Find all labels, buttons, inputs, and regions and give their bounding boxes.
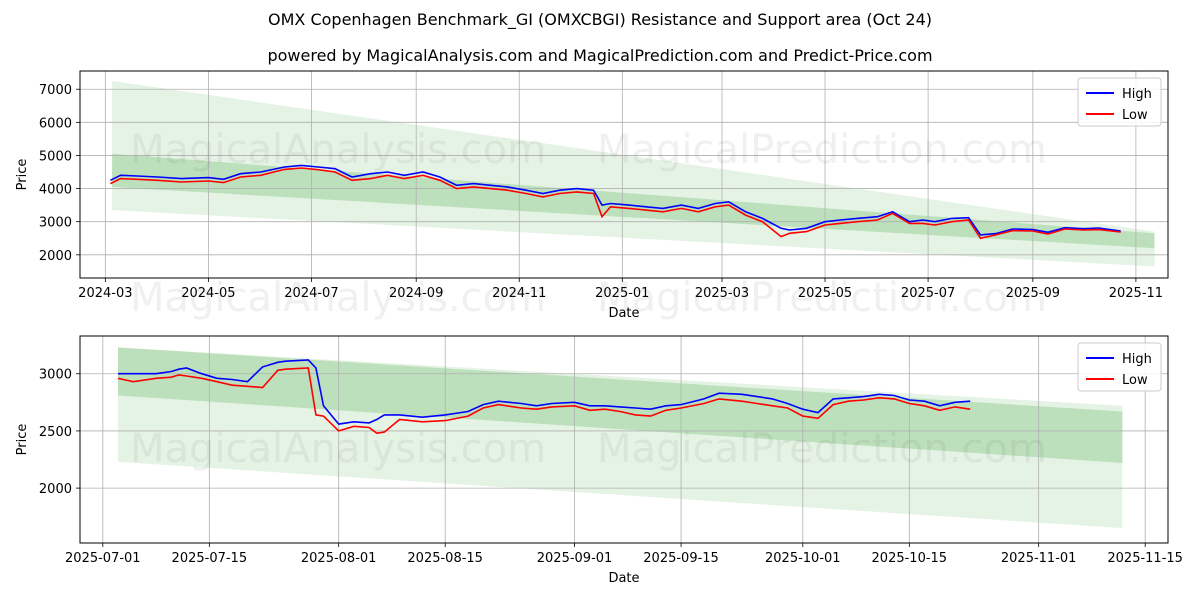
x-tick-label: 2025-01 — [595, 286, 649, 301]
legend-label-high: High — [1122, 352, 1152, 367]
watermark: MagicalAnalysis.com MagicalPrediction.co… — [130, 127, 1047, 173]
x-tick-label: 2025-11-01 — [1001, 551, 1077, 566]
legend-box — [1077, 342, 1162, 392]
y-tick-label: 2000 — [39, 482, 72, 497]
x-tick-label: 2024-03 — [78, 286, 132, 301]
x-tick-label: 2025-10-15 — [872, 551, 948, 566]
x-tick-label: 2025-07-15 — [172, 551, 248, 566]
y-tick-label: 2000 — [39, 249, 72, 264]
series-line-low — [110, 167, 1121, 240]
legend-label-low: Low — [1122, 108, 1148, 123]
x-axis-label: Date — [608, 306, 639, 321]
y-tick-label: 6000 — [39, 116, 72, 131]
x-tick-label: 2025-08-01 — [301, 551, 377, 566]
chart-title: OMX Copenhagen Benchmark_GI (OMXCBGI) Re… — [268, 10, 932, 29]
x-tick-label: 2025-07-01 — [65, 551, 141, 566]
series-line-high — [110, 164, 1121, 236]
x-tick-label: 2025-10-01 — [765, 551, 841, 566]
x-tick-label: 2025-11 — [1109, 286, 1163, 301]
legend-label-high: High — [1122, 87, 1152, 102]
y-tick-label: 2500 — [39, 425, 72, 440]
series-line-high — [118, 359, 971, 425]
x-tick-label: 2024-05 — [181, 286, 235, 301]
band-outer — [112, 80, 1155, 267]
x-tick-label: 2025-09-15 — [643, 551, 719, 566]
panel-1: 2024-03 2024-05 2024-07 2024-09 2024-11 2025-… — [15, 70, 1169, 321]
x-tick-label: 2025-09-01 — [537, 551, 613, 566]
x-tick-label: 2025-08-15 — [407, 551, 483, 566]
legend-label-low: Low — [1122, 373, 1148, 388]
chart-subtitle: powered by MagicalAnalysis.com and Magic… — [267, 46, 933, 65]
x-tick-label: 2025-03 — [695, 286, 749, 301]
x-tick-label: 2024-11 — [492, 286, 546, 301]
band-inner — [118, 347, 1123, 463]
watermark: MagicalAnalysis.com MagicalPrediction.co… — [130, 275, 1047, 321]
panel-2: 2025-07-01 2025-07-15 2025-08-01 2025-08-15… — [15, 335, 1183, 586]
x-tick-label: 2024-07 — [284, 286, 338, 301]
watermark: MagicalAnalysis.com MagicalPrediction.co… — [130, 426, 1047, 472]
plot-frame — [79, 70, 1169, 279]
series-line-low — [117, 367, 971, 435]
x-tick-label: 2025-11-15 — [1107, 551, 1183, 566]
y-tick-label: 3000 — [39, 216, 72, 231]
y-axis-label: Price — [15, 424, 30, 456]
band-outer — [118, 347, 1123, 529]
x-tick-label: 2024-09 — [389, 286, 443, 301]
legend: High Low — [1077, 342, 1162, 392]
plot-frame — [79, 335, 1169, 544]
y-tick-label: 5000 — [39, 149, 72, 164]
y-tick-label: 4000 — [39, 183, 72, 198]
x-axis-label: Date — [608, 571, 639, 586]
x-tick-label: 2025-05 — [798, 286, 852, 301]
x-tick-label: 2025-09 — [1006, 286, 1060, 301]
legend-box — [1077, 77, 1162, 127]
y-tick-label: 7000 — [39, 83, 72, 98]
y-axis-label: Price — [15, 159, 30, 191]
y-tick-label: 3000 — [39, 368, 72, 383]
legend: High Low — [1077, 77, 1162, 127]
x-tick-label: 2025-07 — [901, 286, 955, 301]
